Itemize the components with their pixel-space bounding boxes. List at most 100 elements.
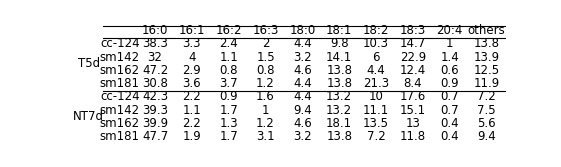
Text: sm162: sm162 xyxy=(100,117,140,130)
Text: 3.7: 3.7 xyxy=(219,77,238,90)
Text: sm162: sm162 xyxy=(100,64,140,77)
Text: 1.1: 1.1 xyxy=(219,51,238,64)
Text: 1.2: 1.2 xyxy=(256,117,275,130)
Text: 11.8: 11.8 xyxy=(400,130,426,143)
Text: 2.9: 2.9 xyxy=(182,64,201,77)
Text: cc-124: cc-124 xyxy=(100,37,140,50)
Text: 3.3: 3.3 xyxy=(183,37,201,50)
Text: sm181: sm181 xyxy=(100,77,140,90)
Text: 4.4: 4.4 xyxy=(293,77,312,90)
Text: 13.8: 13.8 xyxy=(326,130,352,143)
Text: 13.8: 13.8 xyxy=(326,77,352,90)
Text: 4: 4 xyxy=(188,51,196,64)
Text: 3.1: 3.1 xyxy=(256,130,275,143)
Text: 22.9: 22.9 xyxy=(399,51,426,64)
Text: 4.4: 4.4 xyxy=(293,91,312,104)
Text: 11.1: 11.1 xyxy=(363,104,389,117)
Text: 39.9: 39.9 xyxy=(142,117,168,130)
Text: 39.3: 39.3 xyxy=(142,104,168,117)
Text: 0.6: 0.6 xyxy=(440,64,459,77)
Text: 15.1: 15.1 xyxy=(400,104,426,117)
Text: 18:0: 18:0 xyxy=(289,24,315,37)
Text: 42.3: 42.3 xyxy=(142,91,168,104)
Text: 0.8: 0.8 xyxy=(256,64,275,77)
Text: 13.8: 13.8 xyxy=(326,64,352,77)
Text: 2.2: 2.2 xyxy=(182,91,201,104)
Text: 17.6: 17.6 xyxy=(399,91,426,104)
Text: 1.6: 1.6 xyxy=(256,91,275,104)
Text: 30.8: 30.8 xyxy=(142,77,168,90)
Text: 13.2: 13.2 xyxy=(326,91,352,104)
Text: 13.5: 13.5 xyxy=(363,117,389,130)
Text: 18:1: 18:1 xyxy=(326,24,352,37)
Text: 1.2: 1.2 xyxy=(256,77,275,90)
Text: T5d: T5d xyxy=(77,57,100,70)
Text: 4.6: 4.6 xyxy=(293,117,312,130)
Text: 1.7: 1.7 xyxy=(219,104,238,117)
Text: 4.4: 4.4 xyxy=(293,37,312,50)
Text: 18:2: 18:2 xyxy=(363,24,389,37)
Text: 1.5: 1.5 xyxy=(256,51,275,64)
Text: 16:3: 16:3 xyxy=(252,24,279,37)
Text: 8.4: 8.4 xyxy=(403,77,422,90)
Text: 6: 6 xyxy=(373,51,380,64)
Text: 21.3: 21.3 xyxy=(363,77,389,90)
Text: sm142: sm142 xyxy=(100,51,140,64)
Text: 47.7: 47.7 xyxy=(142,130,168,143)
Text: 18:3: 18:3 xyxy=(399,24,426,37)
Text: 4.4: 4.4 xyxy=(367,64,385,77)
Text: 1: 1 xyxy=(446,37,453,50)
Text: 0.9: 0.9 xyxy=(440,77,459,90)
Text: 10: 10 xyxy=(369,91,384,104)
Text: 7.2: 7.2 xyxy=(367,130,385,143)
Text: 16:0: 16:0 xyxy=(142,24,168,37)
Text: 13.9: 13.9 xyxy=(473,51,499,64)
Text: 2.2: 2.2 xyxy=(182,117,201,130)
Text: others: others xyxy=(468,24,505,37)
Text: 1.4: 1.4 xyxy=(440,51,459,64)
Text: sm181: sm181 xyxy=(100,130,140,143)
Text: 3.2: 3.2 xyxy=(293,130,312,143)
Text: 16:1: 16:1 xyxy=(178,24,205,37)
Text: 9.4: 9.4 xyxy=(477,130,496,143)
Text: 11.9: 11.9 xyxy=(473,77,500,90)
Text: 16:2: 16:2 xyxy=(215,24,242,37)
Text: 3.6: 3.6 xyxy=(182,77,201,90)
Text: 4.6: 4.6 xyxy=(293,64,312,77)
Text: sm142: sm142 xyxy=(100,104,140,117)
Text: 7.5: 7.5 xyxy=(477,104,496,117)
Text: 20:4: 20:4 xyxy=(436,24,463,37)
Text: 13.8: 13.8 xyxy=(473,37,499,50)
Text: 0.4: 0.4 xyxy=(440,130,459,143)
Text: 2.4: 2.4 xyxy=(219,37,238,50)
Text: 1.3: 1.3 xyxy=(219,117,238,130)
Text: 3.2: 3.2 xyxy=(293,51,312,64)
Text: 9.4: 9.4 xyxy=(293,104,312,117)
Text: 0.9: 0.9 xyxy=(219,91,238,104)
Text: 18.1: 18.1 xyxy=(326,117,352,130)
Text: cc-124: cc-124 xyxy=(100,91,140,104)
Text: 9.8: 9.8 xyxy=(330,37,348,50)
Text: 1.1: 1.1 xyxy=(182,104,201,117)
Text: 2: 2 xyxy=(262,37,269,50)
Text: 5.6: 5.6 xyxy=(477,117,496,130)
Text: 12.4: 12.4 xyxy=(399,64,426,77)
Text: 0.7: 0.7 xyxy=(440,91,459,104)
Text: 47.2: 47.2 xyxy=(142,64,168,77)
Text: 13: 13 xyxy=(406,117,420,130)
Text: 13.2: 13.2 xyxy=(326,104,352,117)
Text: 1.7: 1.7 xyxy=(219,130,238,143)
Text: 10.3: 10.3 xyxy=(363,37,389,50)
Text: 12.5: 12.5 xyxy=(473,64,499,77)
Text: 7.2: 7.2 xyxy=(477,91,496,104)
Text: 1: 1 xyxy=(262,104,269,117)
Text: 1.9: 1.9 xyxy=(182,130,201,143)
Text: NT7d: NT7d xyxy=(73,110,104,123)
Text: 32: 32 xyxy=(148,51,163,64)
Text: 38.3: 38.3 xyxy=(142,37,168,50)
Text: 0.4: 0.4 xyxy=(440,117,459,130)
Text: 0.8: 0.8 xyxy=(219,64,238,77)
Text: 14.7: 14.7 xyxy=(399,37,426,50)
Text: 0.7: 0.7 xyxy=(440,104,459,117)
Text: 14.1: 14.1 xyxy=(326,51,352,64)
